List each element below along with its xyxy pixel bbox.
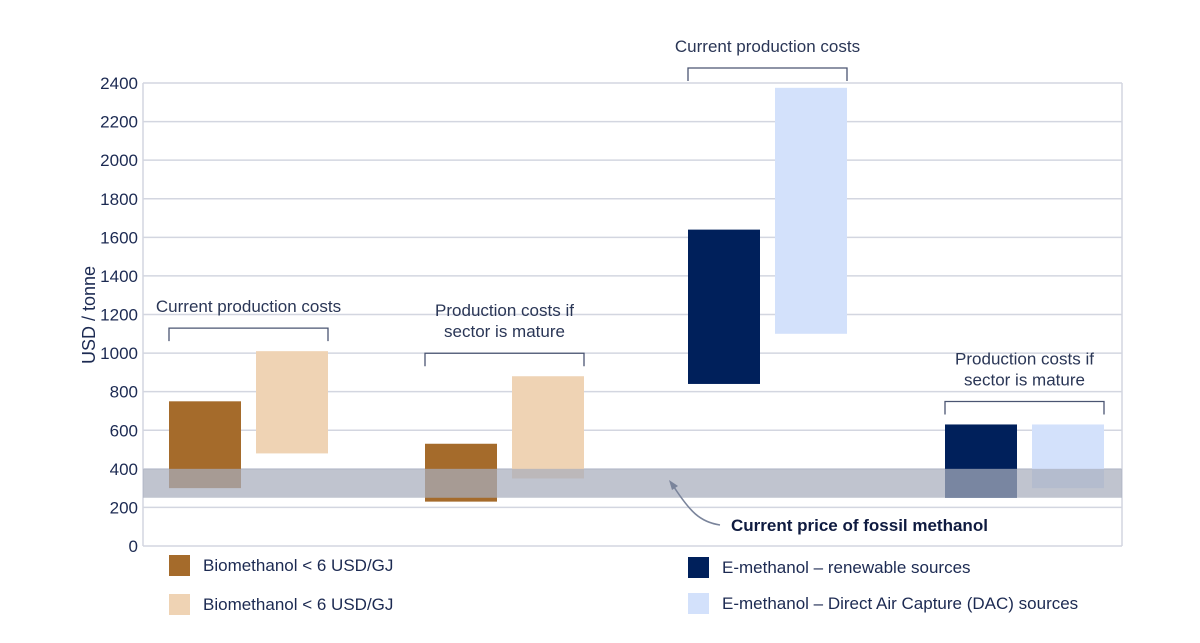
fossil-arrow-head bbox=[669, 480, 678, 490]
bars bbox=[169, 87, 1104, 502]
group-annotation: Current production costs bbox=[675, 37, 860, 56]
y-axis: 0 200 400 600 800 1000 1200 1400 1600 1800 2000 220… bbox=[100, 74, 138, 556]
range-bar bbox=[775, 87, 847, 334]
y-tick-label: 1200 bbox=[100, 306, 138, 325]
legend-label: Biomethanol < 6 USD/GJ bbox=[203, 555, 394, 575]
range-bar bbox=[688, 229, 760, 384]
fossil-price-band bbox=[143, 468, 1122, 498]
y-tick-label: 2200 bbox=[100, 113, 138, 132]
range-bar bbox=[256, 351, 328, 454]
fossil-arrow bbox=[671, 483, 721, 526]
legend-item: E-methanol – Direct Air Capture (DAC) so… bbox=[688, 593, 1078, 614]
legend-swatch bbox=[169, 555, 190, 576]
legend-label: Biomethanol < 6 USD/GJ bbox=[203, 594, 394, 614]
y-tick-label: 400 bbox=[110, 460, 138, 479]
group-bracket bbox=[687, 67, 848, 81]
y-tick-label: 1800 bbox=[100, 190, 138, 209]
group-annotation: Current production costs bbox=[156, 297, 341, 316]
legend-item: E-methanol – renewable sources bbox=[688, 557, 971, 578]
y-tick-label: 1400 bbox=[100, 267, 138, 286]
legend-label: E-methanol – renewable sources bbox=[722, 557, 971, 577]
y-tick-label: 2000 bbox=[100, 151, 138, 170]
fossil-price-label: Current price of fossil methanol bbox=[731, 516, 988, 535]
y-tick-label: 2400 bbox=[100, 74, 138, 93]
range-bar bbox=[512, 376, 584, 479]
group-annotation: sector is mature bbox=[964, 370, 1085, 389]
y-tick-label: 0 bbox=[129, 537, 138, 556]
y-tick-label: 600 bbox=[110, 421, 138, 440]
y-tick-label: 1000 bbox=[100, 344, 138, 363]
y-tick-label: 1600 bbox=[100, 228, 138, 247]
group-annotation: sector is mature bbox=[444, 322, 565, 341]
legend-swatch bbox=[688, 557, 709, 578]
fossil-band bbox=[143, 468, 1122, 498]
legend-item: Biomethanol < 6 USD/GJ bbox=[169, 555, 393, 576]
group-annotation: Production costs if bbox=[435, 301, 574, 320]
group-bracket bbox=[944, 400, 1105, 415]
legend-item: Biomethanol < 6 USD/GJ bbox=[169, 594, 393, 615]
legend-swatch bbox=[688, 593, 709, 614]
legend-swatch bbox=[169, 594, 190, 615]
y-tick-label: 800 bbox=[110, 383, 138, 402]
group-bracket bbox=[168, 327, 329, 342]
y-tick-label: 200 bbox=[110, 498, 138, 517]
group-annotations: Current production costs Production costs… bbox=[156, 37, 1105, 415]
y-axis-label: USD / tonne bbox=[79, 266, 99, 364]
legend-label: E-methanol – Direct Air Capture (DAC) so… bbox=[722, 593, 1079, 613]
group-bracket bbox=[424, 352, 585, 367]
group-annotation: Production costs if bbox=[955, 349, 1094, 368]
